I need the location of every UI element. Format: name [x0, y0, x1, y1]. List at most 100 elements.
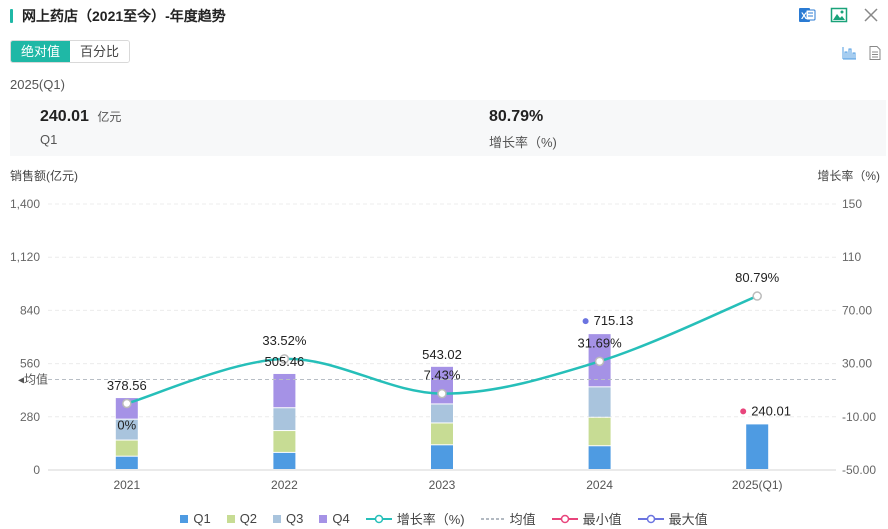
tab-absolute[interactable]: 绝对值	[11, 41, 71, 62]
legend-label: Q4	[332, 511, 350, 526]
chart-legend: Q1 Q2 Q3 Q4 增长率（%) 均值 最小值 最大值	[0, 509, 888, 528]
image-export-icon[interactable]	[830, 6, 848, 24]
x-tick-label: 2021	[113, 478, 140, 492]
x-tick-label: 2025(Q1)	[732, 478, 783, 492]
legend-item[interactable]: 最大值	[637, 509, 708, 528]
stat-sales-label: Q1	[40, 132, 58, 147]
bar-segment-q4	[115, 398, 138, 419]
legend-swatch	[180, 514, 189, 523]
y-tick-right-label: 70.00	[842, 303, 872, 317]
total-value-label: 543.02	[422, 347, 462, 362]
sales-growth-chart: 销售额(亿元) 增长率（%) 0 -50.00 280 -10.00 560 30.00 840…	[10, 168, 880, 492]
growth-rate-label: 80.79%	[735, 270, 780, 285]
value-mode-tabs: 绝对值 百分比	[10, 40, 131, 63]
growth-rate-label: 33.52%	[262, 333, 307, 348]
y-tick-right-label: -50.00	[842, 463, 876, 477]
growth-rate-point	[122, 398, 132, 409]
excel-export-icon[interactable]: X	[798, 6, 816, 24]
y-tick-left-label: 840	[20, 303, 40, 317]
y-tick-right-label: 110	[842, 250, 861, 264]
y-tick-left-label: 1,120	[10, 250, 40, 264]
stats-panel: 240.01 亿元 Q1 80.79% 增长率（%)	[10, 100, 886, 156]
bar-segment-q3	[115, 419, 138, 440]
legend-item[interactable]: Q1	[180, 509, 211, 528]
bar-chart-icon[interactable]	[840, 44, 858, 62]
legend-swatch	[480, 517, 505, 520]
legend-swatch	[365, 514, 392, 523]
chart-header: 网上药店（2021至今）-年度趋势	[10, 7, 226, 25]
legend-item[interactable]: Q3	[273, 509, 303, 528]
max-value-marker	[582, 318, 589, 325]
bar-segment-q1	[588, 446, 611, 469]
bar-segment-q1	[746, 424, 769, 469]
legend-label: 均值	[509, 512, 536, 527]
y-axis-right-title: 增长率（%)	[817, 168, 880, 183]
bar-segment-q2	[115, 440, 138, 456]
stat-sales: 240.01 亿元 Q1	[40, 108, 121, 147]
stat-sales-unit: 亿元	[97, 110, 122, 124]
x-tick-label: 2022	[271, 478, 298, 492]
bar-segment-q1	[273, 452, 296, 469]
bar-segment-q1	[115, 456, 138, 469]
close-icon[interactable]	[862, 6, 880, 24]
bar-segment-q3	[273, 408, 296, 431]
growth-rate-label: 0%	[117, 418, 136, 433]
title-accent-bar	[10, 9, 13, 23]
legend-swatch	[551, 514, 578, 523]
svg-text:X: X	[801, 11, 807, 21]
stat-growth: 80.79% 增长率（%)	[489, 108, 557, 151]
y-tick-left-label: 0	[33, 463, 40, 477]
y-tick-left-label: 1,400	[10, 197, 40, 211]
y-tick-right-label: 30.00	[842, 357, 872, 371]
growth-rate-point	[437, 388, 447, 399]
growth-rate-label: 31.69%	[578, 335, 623, 350]
total-value-label: 240.01	[751, 403, 791, 418]
legend-swatch	[637, 514, 664, 523]
bar-segment-q2	[588, 417, 611, 446]
legend-swatch	[273, 514, 282, 523]
total-value-label: 715.13	[594, 313, 634, 328]
x-tick-label: 2023	[429, 478, 456, 492]
legend-item[interactable]: Q4	[319, 509, 350, 528]
total-value-label: 378.56	[107, 378, 147, 393]
table-icon[interactable]	[866, 44, 884, 62]
y-tick-left-label: 560	[20, 357, 40, 371]
stat-sales-value: 240.01	[40, 108, 89, 125]
total-value-label: 505.46	[265, 354, 305, 369]
legend-item[interactable]: 均值	[480, 509, 536, 528]
y-tick-right-label: -10.00	[842, 410, 876, 424]
page-title: 网上药店（2021至今）-年度趋势	[22, 8, 226, 24]
growth-rate-point	[279, 354, 290, 364]
period-label: 2025(Q1)	[10, 77, 65, 92]
legend-label: Q1	[193, 511, 211, 526]
y-axis-left-title: 销售额(亿元)	[10, 168, 78, 183]
bar-segment-q4	[273, 373, 296, 408]
bar-segment-q1	[431, 445, 453, 469]
legend-item[interactable]: 最小值	[551, 509, 622, 528]
legend-swatch	[226, 514, 235, 523]
legend-item[interactable]: Q2	[226, 509, 258, 528]
growth-rate-label: 7.43%	[424, 368, 461, 383]
bar-segment-q3	[588, 387, 611, 417]
min-value-marker	[740, 408, 747, 415]
legend-label: 增长率（%)	[396, 512, 465, 527]
legend-label: Q3	[286, 511, 304, 526]
legend-label: 最小值	[582, 512, 622, 527]
bar-segment-q2	[431, 423, 453, 445]
tab-percentage[interactable]: 百分比	[70, 41, 130, 62]
x-tick-label: 2024	[586, 478, 613, 492]
bar-segment-q3	[431, 404, 453, 423]
view-switcher	[840, 44, 884, 62]
header-toolbar: X	[798, 6, 880, 24]
legend-label: Q2	[239, 511, 258, 526]
mean-line-label: ◂均值	[18, 371, 48, 386]
y-tick-left-label: 280	[20, 410, 40, 424]
legend-item[interactable]: 增长率（%)	[365, 509, 465, 528]
legend-swatch	[319, 514, 328, 523]
y-tick-right-label: 150	[842, 197, 862, 211]
stat-growth-value: 80.79%	[489, 108, 544, 125]
growth-rate-point	[594, 356, 605, 367]
stat-growth-label: 增长率（%)	[489, 135, 557, 150]
bar-segment-q2	[273, 431, 296, 452]
growth-rate-point	[752, 291, 762, 301]
